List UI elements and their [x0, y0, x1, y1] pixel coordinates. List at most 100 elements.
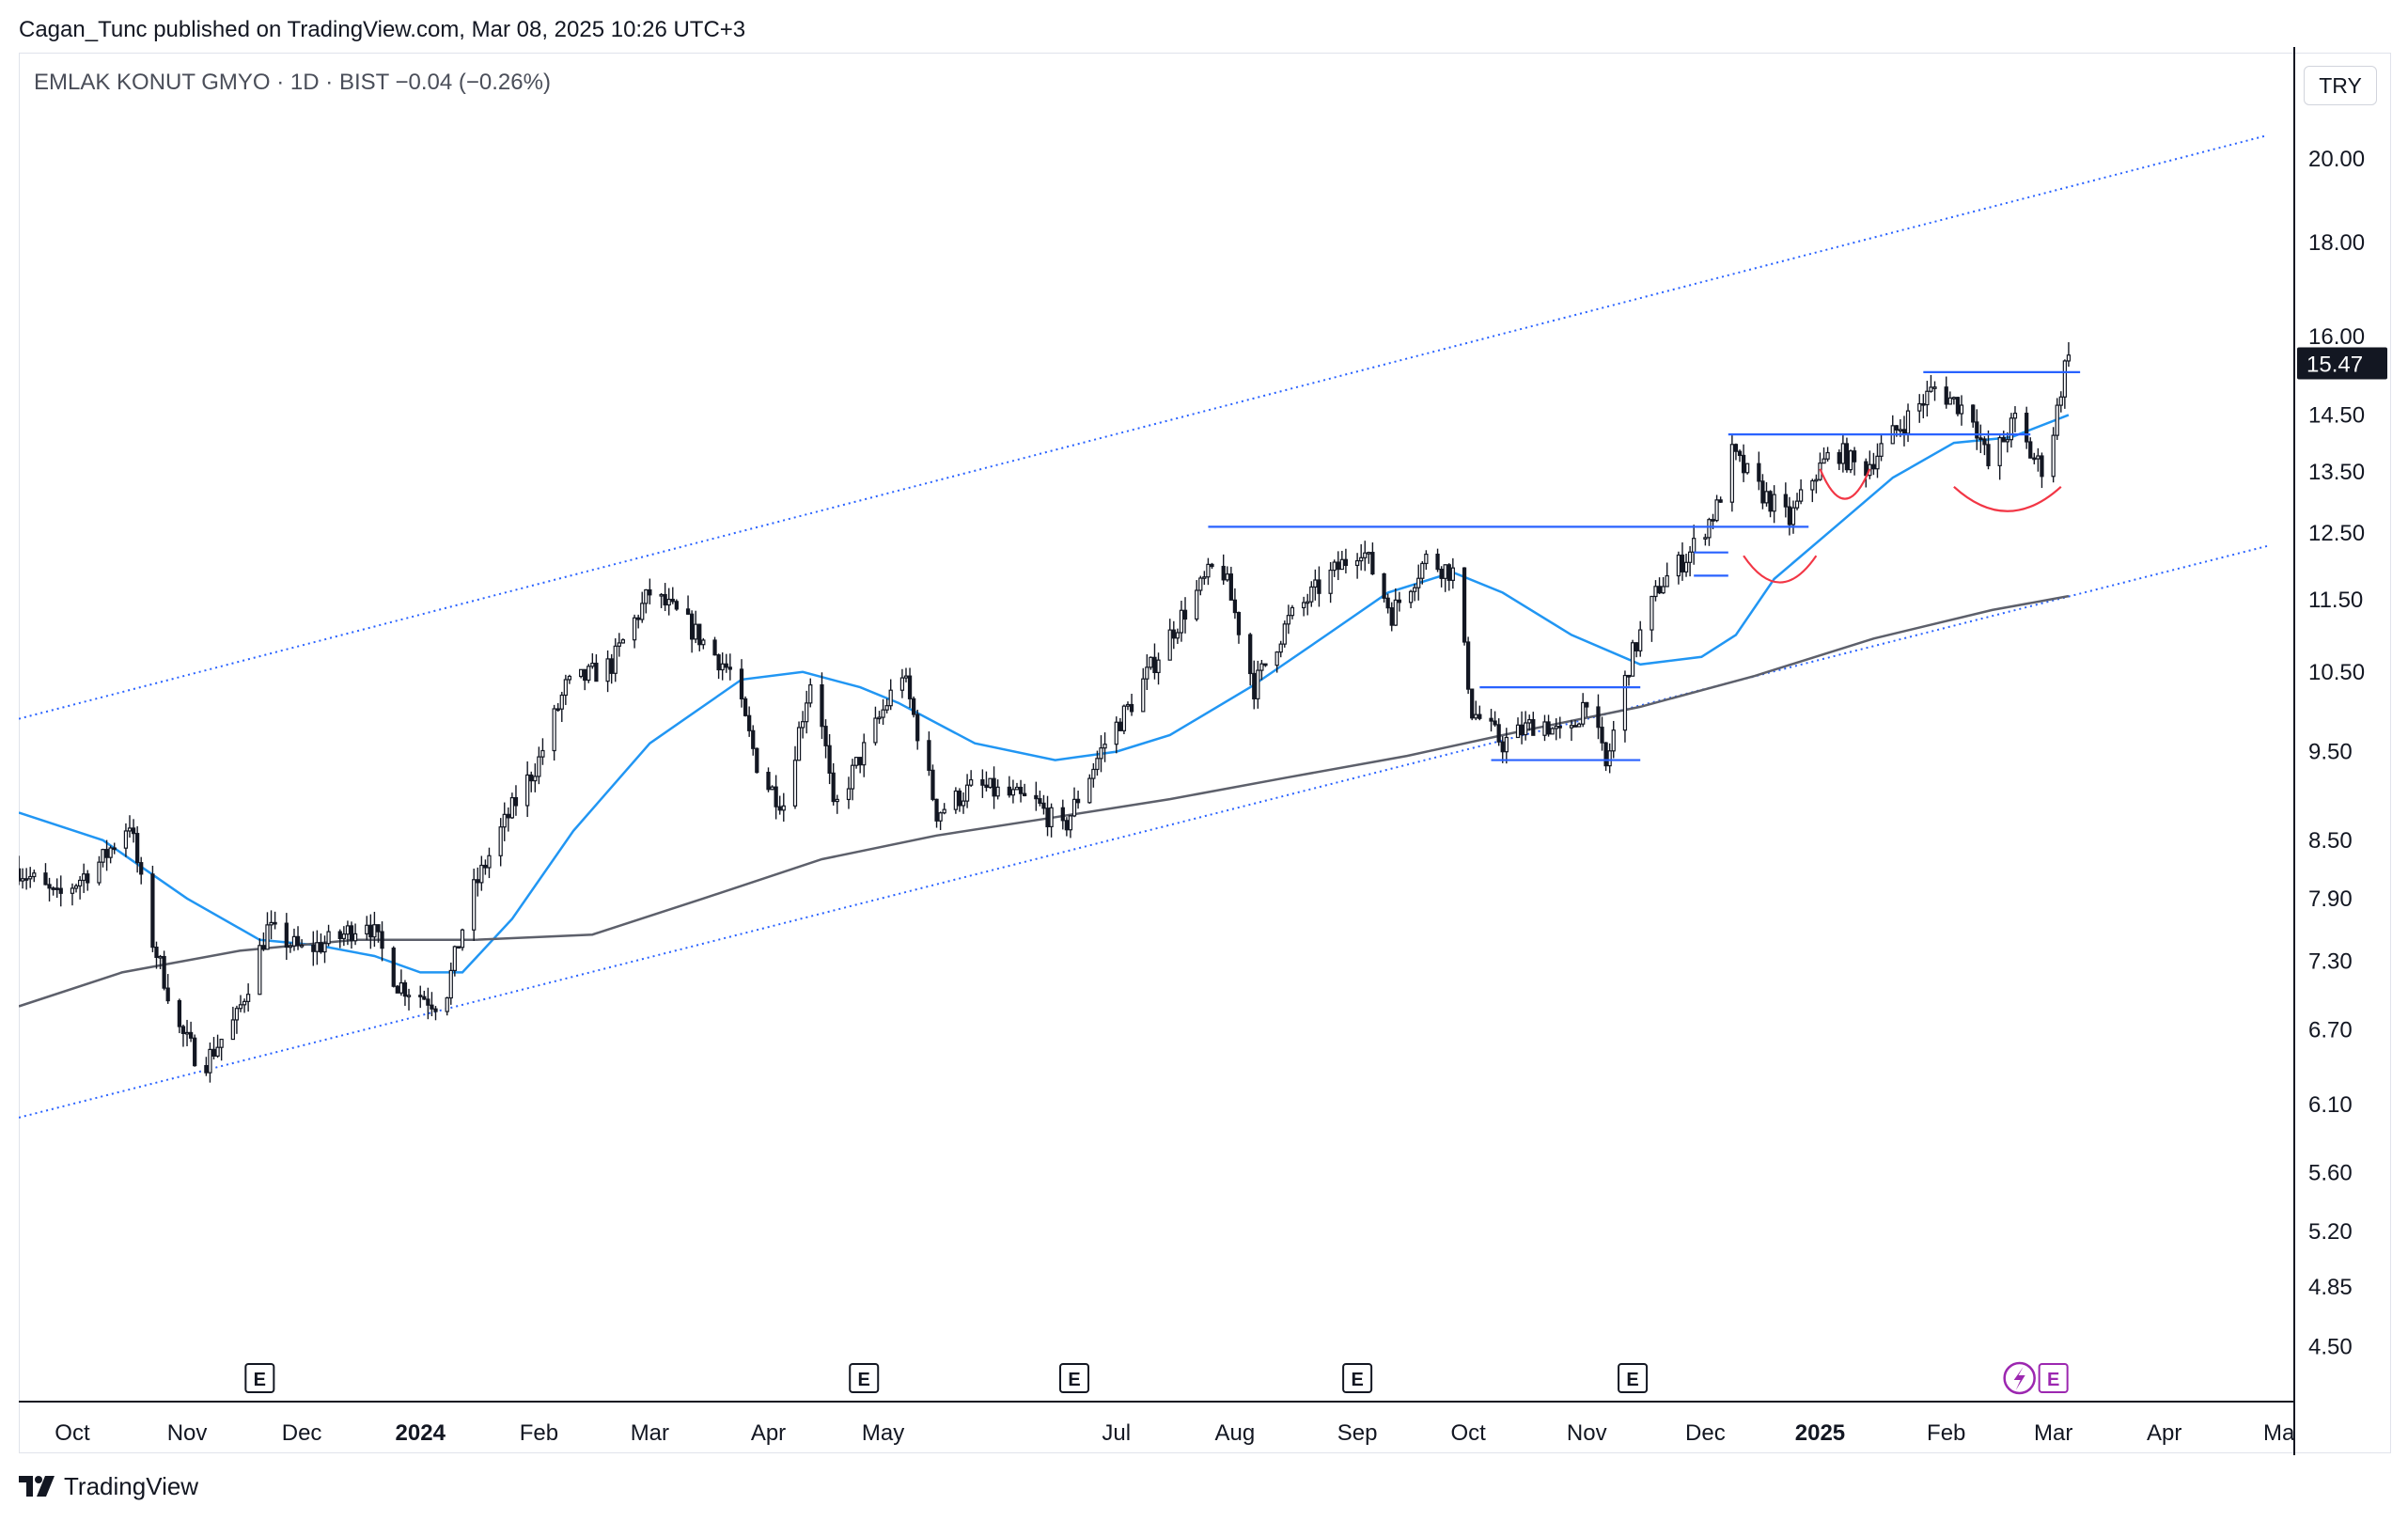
candle-body: [230, 1019, 235, 1041]
candle-body: [1760, 480, 1765, 504]
candle-body: [1790, 507, 1796, 525]
candle: [1825, 447, 1830, 463]
x-tick-label: 2025: [1795, 1420, 1845, 1446]
candle-body: [391, 948, 396, 987]
candle-body: [1171, 629, 1176, 639]
candle: [1787, 496, 1792, 536]
candle-body: [1848, 450, 1853, 471]
candle: [617, 633, 621, 657]
candle-body: [739, 668, 744, 700]
candle-body: [1569, 725, 1574, 729]
candle: [265, 912, 270, 950]
candle: [1680, 541, 1685, 581]
candle-body: [1206, 563, 1211, 578]
candle: [1955, 397, 1961, 416]
candle-body: [1182, 609, 1188, 620]
candle-body: [19, 868, 22, 882]
candle-body: [352, 933, 358, 942]
candle: [594, 654, 599, 682]
candle: [368, 914, 373, 949]
candle: [1446, 563, 1451, 591]
candle: [1607, 743, 1612, 774]
candle: [1014, 782, 1020, 791]
candle-body: [1259, 663, 1264, 671]
candle-body: [777, 806, 782, 811]
plot-area: [19, 133, 2268, 1119]
candle-body: [1202, 576, 1207, 579]
candle-body: [663, 593, 667, 606]
y-tick-label: 4.50: [2308, 1335, 2353, 1360]
candle: [1034, 781, 1039, 811]
candle-body: [1095, 758, 1100, 771]
candle-body: [1210, 563, 1214, 568]
candle-body: [456, 946, 461, 949]
candle-body: [694, 623, 698, 640]
candle-body: [1152, 656, 1157, 674]
candle: [399, 969, 404, 996]
pattern-arc: [1953, 485, 2062, 512]
candle: [1087, 774, 1092, 804]
candle-body: [712, 639, 717, 656]
candle: [55, 878, 59, 899]
candle-body: [1263, 663, 1268, 666]
candle: [694, 610, 698, 644]
candle: [158, 954, 163, 969]
candle: [1167, 619, 1172, 661]
candle-body: [823, 726, 828, 746]
candle-body: [1385, 597, 1390, 609]
candle: [51, 886, 55, 896]
candle: [1997, 435, 2002, 480]
candle: [648, 578, 652, 604]
candle: [1840, 434, 1845, 473]
candle-body: [1420, 562, 1425, 579]
candle: [2012, 406, 2018, 432]
candle-body: [1413, 587, 1417, 592]
candle: [1925, 381, 1930, 417]
candle: [1905, 403, 1911, 443]
candle: [430, 992, 434, 1017]
candle-body: [984, 784, 989, 789]
candle-body: [1810, 479, 1815, 491]
candle-body: [1531, 719, 1536, 736]
candle: [583, 668, 587, 691]
currency-button[interactable]: TRY: [2304, 66, 2377, 105]
candle: [1179, 601, 1184, 642]
footer-brand: TradingView: [64, 1471, 199, 1500]
candle: [1141, 667, 1146, 713]
candle: [632, 614, 637, 649]
candle: [1367, 551, 1371, 564]
candle: [1290, 604, 1295, 619]
candle: [365, 916, 369, 940]
candle-body: [1313, 579, 1318, 588]
candle-body: [853, 757, 859, 766]
candle: [284, 913, 289, 961]
candle: [1302, 596, 1306, 617]
candle: [636, 614, 641, 629]
y-tick-label: 18.00: [2308, 230, 2365, 256]
candle: [1263, 663, 1268, 667]
candle-body: [24, 878, 29, 881]
candle: [1099, 735, 1103, 773]
candle: [697, 623, 702, 651]
candle-body: [1018, 786, 1024, 794]
candle-body: [873, 717, 878, 744]
candle: [1470, 688, 1475, 721]
candle-body: [311, 944, 316, 952]
candle: [112, 842, 117, 855]
candle-body: [1741, 454, 1746, 474]
candle-body: [907, 675, 913, 699]
candle: [131, 819, 136, 843]
candle-body: [1917, 402, 1922, 412]
candle: [261, 932, 266, 951]
candle-body: [1982, 438, 1987, 446]
candle-body: [911, 698, 916, 715]
candle: [712, 636, 717, 656]
y-tick-label: 6.70: [2308, 1017, 2353, 1043]
candle: [930, 764, 935, 802]
candle: [907, 667, 913, 709]
candle: [850, 759, 855, 801]
y-tick-label: 8.50: [2308, 828, 2353, 854]
tradingview-logo[interactable]: TradingView: [19, 1472, 198, 1500]
candle-body: [1393, 599, 1398, 626]
